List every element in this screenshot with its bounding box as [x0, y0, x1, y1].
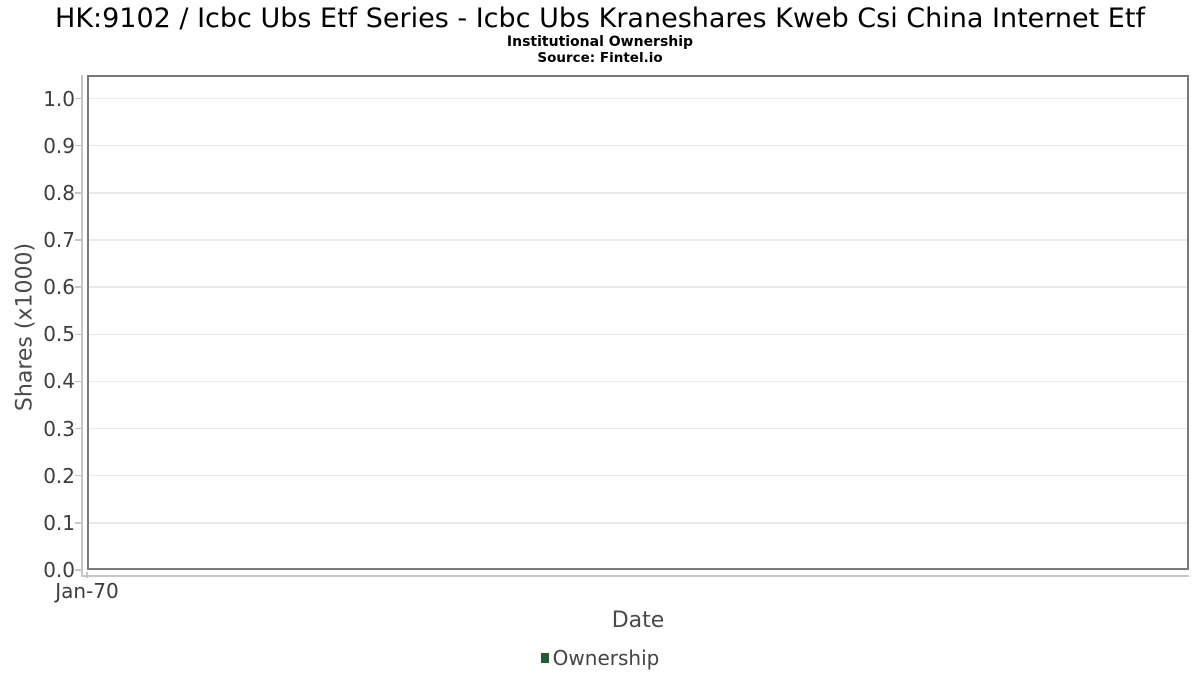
y-tick — [75, 522, 82, 524]
y-tick — [75, 427, 82, 430]
y-axis-line — [81, 75, 83, 576]
chart-subtitle: Institutional Ownership — [506, 34, 694, 50]
y-tick — [75, 286, 82, 288]
y-tick — [75, 333, 82, 336]
legend-ownership-swatch-icon — [540, 653, 549, 663]
y-tick — [75, 97, 82, 100]
y-tick — [75, 144, 82, 147]
plot-area — [87, 75, 1189, 570]
y-tick — [75, 192, 82, 194]
y-tick-label: 0.2 — [43, 463, 75, 488]
y-tick-label: 0.3 — [43, 416, 75, 441]
x-axis-line — [81, 575, 1189, 577]
y-tick-label: 0.8 — [43, 180, 75, 205]
y-axis-title: Shares (x1000) — [12, 242, 38, 412]
y-tick-label: 0.0 — [43, 558, 75, 582]
y-tick — [75, 239, 82, 241]
legend[interactable]: Ownership — [0, 646, 1200, 670]
y-tick-label: 1.0 — [43, 86, 75, 111]
y-tick — [75, 474, 82, 477]
chart-source-credit: Source: Fintel.io — [537, 50, 663, 66]
chart-title: HK:9102 / Icbc Ubs Etf Series - Icbc Ubs… — [55, 3, 1145, 34]
y-tick-label: 0.9 — [43, 133, 75, 158]
x-tick-label: Jan-70 — [55, 579, 119, 603]
legend-ownership-label[interactable]: Ownership — [552, 646, 660, 670]
x-tick — [86, 572, 88, 578]
y-tick — [75, 569, 82, 571]
x-axis-title: Date — [611, 608, 665, 633]
y-tick-label: 0.1 — [43, 510, 75, 535]
y-tick — [75, 380, 82, 383]
